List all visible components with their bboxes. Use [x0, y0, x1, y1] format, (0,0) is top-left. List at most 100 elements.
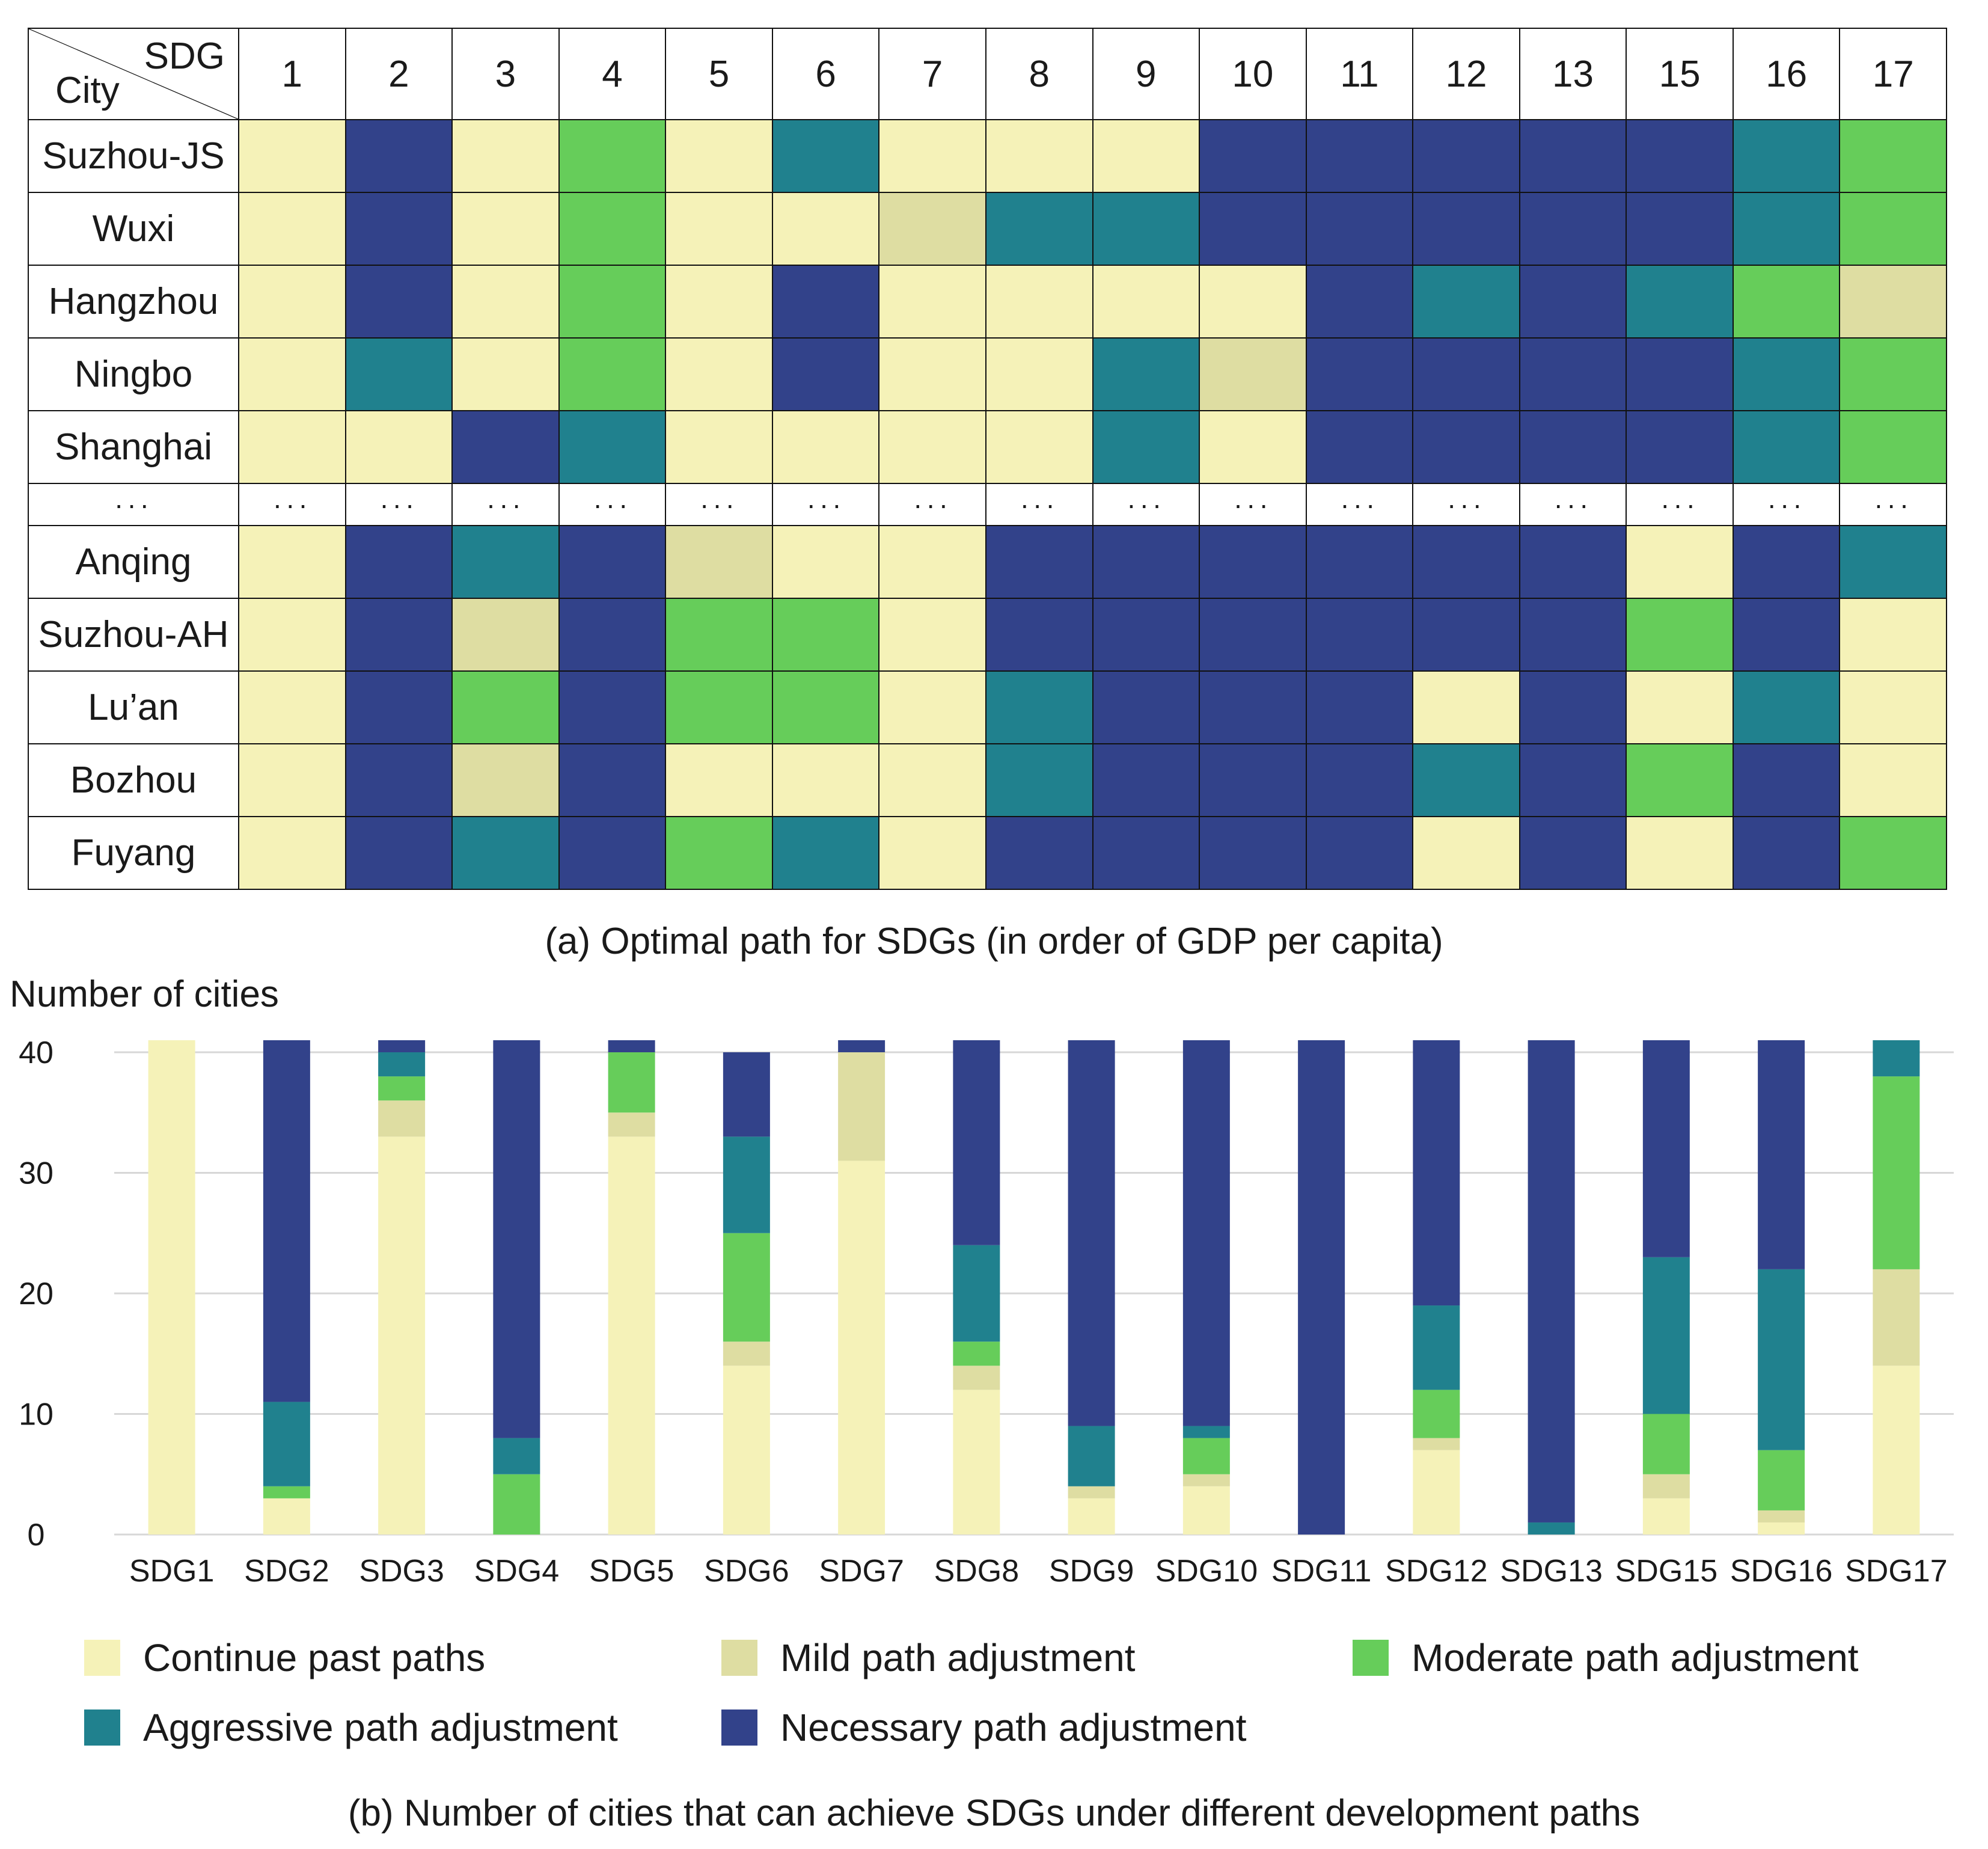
heatmap-row: Lu’an	[28, 670, 1947, 744]
corner-city-label: City	[55, 70, 120, 111]
heatmap-cell	[558, 525, 667, 599]
x-tick-label: SDG15	[1615, 1554, 1718, 1589]
heatmap-cell	[1732, 192, 1841, 266]
sdg-header-17: 17	[1839, 28, 1947, 120]
heatmap-cell	[451, 670, 560, 744]
heatmap-cell	[985, 743, 1093, 817]
sdg-header-5: 5	[665, 28, 773, 120]
bar-segment	[953, 1366, 1000, 1390]
heatmap-cell	[1305, 192, 1414, 266]
heatmap-table: SDG City 1 2 3 4 5 6 7 8 9 10 11 12 13 15 16 17 Suzhou-…	[28, 28, 1947, 890]
ellipsis-cell: ···	[28, 483, 239, 526]
heatmap-cell	[985, 410, 1093, 484]
legend-item: Moderate path adjustment	[1353, 1636, 1859, 1680]
bar-segment	[723, 1052, 770, 1137]
heatmap-cell	[1092, 265, 1200, 339]
ellipsis-cell: ···	[1732, 483, 1841, 526]
sdg-header-10: 10	[1199, 28, 1307, 120]
ellipsis-cell: ···	[1412, 483, 1520, 526]
city-label: Suzhou-AH	[28, 598, 239, 672]
bar-segment	[1068, 1040, 1115, 1426]
heatmap-row: Suzhou-JS	[28, 119, 1947, 193]
heatmap-cell	[1519, 525, 1627, 599]
city-label: Bozhou	[28, 743, 239, 817]
x-tick-label: SDG11	[1271, 1554, 1372, 1589]
heatmap-cell	[1199, 410, 1307, 484]
ellipsis-cell: ···	[1626, 483, 1734, 526]
heatmap-cell	[1412, 337, 1520, 411]
heatmap-cell	[771, 192, 880, 266]
heatmap-cell	[238, 119, 346, 193]
x-tick-label: SDG8	[934, 1554, 1020, 1589]
y-tick-label: 20	[19, 1277, 54, 1311]
bar-segment	[1413, 1040, 1460, 1306]
heatmap-cell	[1305, 337, 1414, 411]
y-tick-label: 40	[19, 1035, 54, 1070]
heatmap-cell	[665, 265, 773, 339]
heatmap-cell	[1839, 265, 1947, 339]
bar-segment	[493, 1040, 540, 1438]
heatmap-cell	[1839, 337, 1947, 411]
ellipsis-cell: ···	[558, 483, 667, 526]
heatmap-cell	[1519, 119, 1627, 193]
bar-segment	[378, 1136, 426, 1535]
heatmap-cell	[1092, 816, 1200, 890]
heatmap-cell	[1732, 337, 1841, 411]
x-tick-label: SDG10	[1155, 1554, 1258, 1589]
heatmap-row: Ningbo	[28, 337, 1947, 411]
city-label: Ningbo	[28, 337, 239, 411]
sdg-header-15: 15	[1626, 28, 1734, 120]
heatmap-cell	[451, 119, 560, 193]
heatmap-cell	[1839, 670, 1947, 744]
heatmap-cell	[344, 119, 453, 193]
bar-segment	[1182, 1486, 1230, 1535]
heatmap-cell	[1092, 337, 1200, 411]
heatmap-cell	[451, 743, 560, 817]
x-tick-label: SDG2	[244, 1554, 329, 1589]
legend-item: Necessary path adjustment	[721, 1705, 1247, 1750]
heatmap-cell	[985, 337, 1093, 411]
ellipsis-cell: ···	[771, 483, 880, 526]
bar-segment	[1413, 1305, 1460, 1390]
x-tick-label: SDG7	[819, 1554, 904, 1589]
legend-swatch	[721, 1709, 757, 1746]
heatmap-header-row: SDG City 1 2 3 4 5 6 7 8 9 10 11 12 13 15 16 17	[28, 28, 1947, 120]
heatmap-cell	[1412, 670, 1520, 744]
heatmap-cell	[1305, 598, 1414, 672]
legend-item: Aggressive path adjustment	[84, 1705, 618, 1750]
heatmap-cell	[771, 337, 880, 411]
heatmap-cell	[558, 743, 667, 817]
ellipsis-cell: ···	[344, 483, 453, 526]
heatmap-cell	[1412, 410, 1520, 484]
stacked-bar-chart: 0 10 20 30 40 SDG1 SDG2 SDG3 SDG4 SDG5 SDG6 SDG7 SDG…	[19, 1035, 1954, 1589]
heatmap-cell	[1412, 816, 1520, 890]
sdg-header-3: 3	[451, 28, 560, 120]
heatmap-cell	[238, 192, 346, 266]
heatmap-cell	[878, 192, 986, 266]
heatmap-cell	[1519, 816, 1627, 890]
heatmap-cell	[878, 525, 986, 599]
bar-segment	[1758, 1510, 1805, 1522]
ellipsis-cell: ···	[238, 483, 346, 526]
heatmap-cell	[665, 410, 773, 484]
heatmap-cell	[771, 525, 880, 599]
bar-segment	[838, 1161, 885, 1535]
bar-segment	[263, 1486, 310, 1498]
heatmap-cell	[1305, 119, 1414, 193]
heatmap-cell	[878, 743, 986, 817]
x-tick-label: SDG1	[129, 1554, 215, 1589]
bar-segment	[953, 1245, 1000, 1342]
heatmap-cell	[665, 598, 773, 672]
ellipsis-cell: ···	[985, 483, 1093, 526]
heatmap-cell	[1519, 743, 1627, 817]
heatmap-cell	[1199, 337, 1307, 411]
heatmap-cell	[1199, 743, 1307, 817]
heatmap-cell	[1412, 192, 1520, 266]
bar-segment	[1413, 1450, 1460, 1535]
city-label: Lu’an	[28, 670, 239, 744]
heatmap-cell	[771, 670, 880, 744]
bar-segment	[1413, 1438, 1460, 1450]
heatmap-cell	[665, 816, 773, 890]
heatmap-cell	[1092, 119, 1200, 193]
heatmap-cell	[238, 265, 346, 339]
